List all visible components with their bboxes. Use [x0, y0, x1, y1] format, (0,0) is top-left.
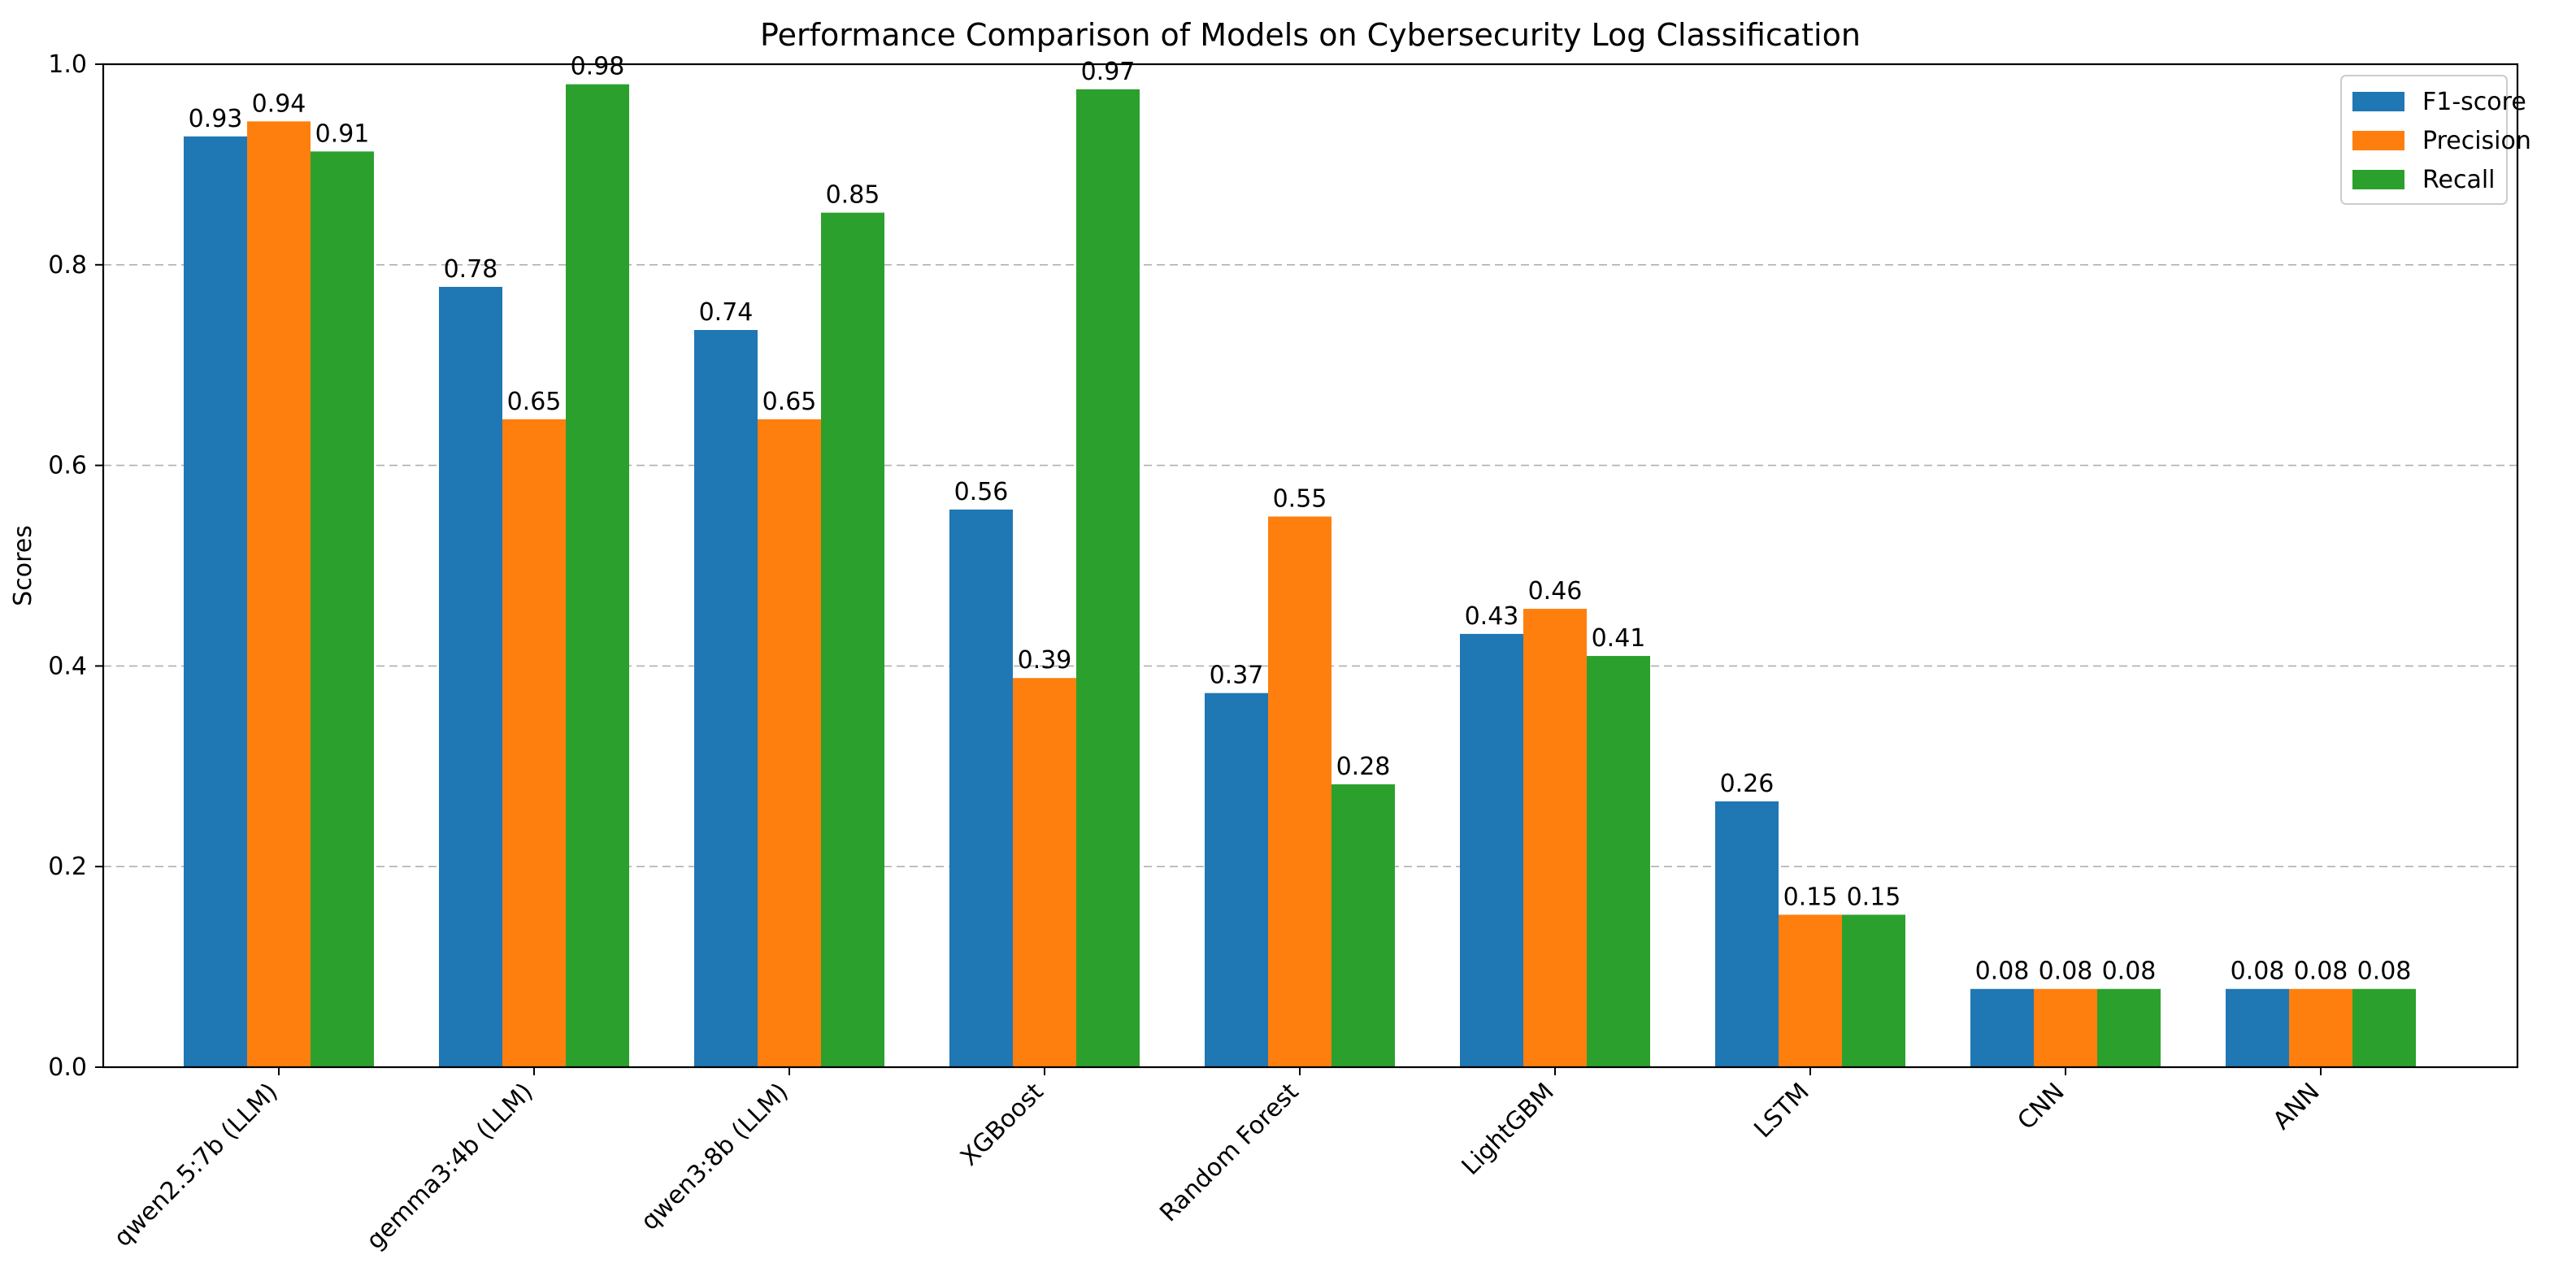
bar-value-label: 0.08: [1975, 957, 2030, 986]
bar-f1-score: [1205, 692, 1268, 1067]
bar-value-label: 0.28: [1336, 753, 1391, 781]
bar-value-label: 0.91: [315, 119, 370, 148]
bar-value-label: 0.39: [1018, 646, 1072, 675]
bar-value-label: 0.85: [826, 181, 880, 210]
legend: F1-score Precision Recall: [2340, 75, 2531, 205]
legend-swatch: [2352, 131, 2404, 150]
bar-value-label: 0.08: [2231, 957, 2285, 986]
bar-recall: [1076, 89, 1140, 1068]
y-tick-label: 0.6: [48, 452, 87, 480]
y-tick-label: 0.4: [48, 652, 87, 680]
chart-title: Performance Comparison of Models on Cybe…: [760, 17, 1861, 53]
bar-value-label: 0.74: [699, 298, 754, 327]
bar-value-label: 0.08: [2294, 957, 2348, 986]
bars: [184, 84, 2416, 1068]
bar-value-label: 0.08: [2102, 957, 2157, 986]
legend-swatch: [2352, 92, 2404, 111]
bar-recall: [1331, 784, 1395, 1067]
bar-value-label: 0.41: [1592, 624, 1646, 653]
legend-label: Recall: [2422, 166, 2496, 194]
bar-recall: [2097, 988, 2161, 1067]
bar-f1-score: [2226, 988, 2289, 1067]
bar-value-label: 0.55: [1273, 485, 1327, 514]
bar-value-label: 0.98: [571, 53, 625, 81]
bar-f1-score: [1715, 801, 1779, 1067]
y-axis-label: Scores: [9, 525, 37, 606]
bar-recall: [1842, 914, 1905, 1067]
bar-value-label: 0.65: [507, 388, 562, 416]
bar-precision: [758, 419, 821, 1067]
bar-precision: [1523, 609, 1587, 1067]
bar-f1-score: [439, 286, 502, 1067]
bar-value-label: 0.26: [1720, 770, 1775, 798]
bar-value-label: 0.97: [1081, 58, 1136, 86]
bar-precision: [247, 121, 311, 1067]
bar-recall: [311, 151, 374, 1067]
bar-f1-score: [1460, 633, 1523, 1067]
y-tick-label: 1.0: [48, 50, 87, 79]
bar-value-label: 0.08: [2357, 957, 2412, 986]
bar-value-label: 0.93: [189, 105, 243, 133]
bar-value-label: 0.46: [1528, 577, 1583, 606]
bar-precision: [1779, 914, 1842, 1067]
bar-precision: [1013, 678, 1076, 1067]
bar-recall: [566, 84, 629, 1067]
bar-recall: [821, 212, 884, 1068]
bar-value-label: 0.65: [762, 388, 817, 416]
bar-value-label: 0.37: [1210, 662, 1264, 690]
bar-precision: [2289, 988, 2352, 1067]
bar-value-label: 0.15: [1847, 883, 1901, 911]
y-tick-label: 0.0: [48, 1053, 87, 1082]
legend-label: Precision: [2422, 127, 2531, 155]
legend-swatch: [2352, 170, 2404, 189]
bar-value-label: 0.56: [954, 478, 1009, 506]
bar-recall: [1587, 656, 1650, 1067]
bar-value-labels: 0.93 0.94 0.91 0.78 0.65 0.98 0.74 0.65 0.85 0.56…: [189, 53, 2412, 986]
bar-f1-score: [184, 136, 247, 1067]
bar-precision: [2034, 988, 2097, 1067]
bar-precision: [1268, 516, 1331, 1067]
bar-precision: [502, 419, 566, 1067]
bar-value-label: 0.08: [2039, 957, 2093, 986]
bar-recall: [2352, 988, 2416, 1067]
bar-f1-score: [949, 509, 1013, 1067]
y-tick-label: 0.2: [48, 853, 87, 881]
bar-f1-score: [694, 330, 758, 1067]
bar-value-label: 0.43: [1465, 602, 1519, 631]
legend-label: F1-score: [2422, 88, 2526, 116]
y-tick-label: 0.8: [48, 251, 87, 280]
bar-value-label: 0.94: [252, 89, 306, 118]
bar-value-label: 0.15: [1783, 883, 1838, 911]
plot-frame: [102, 63, 2519, 1069]
bar-f1-score: [1970, 988, 2034, 1067]
bar-value-label: 0.78: [444, 255, 498, 284]
